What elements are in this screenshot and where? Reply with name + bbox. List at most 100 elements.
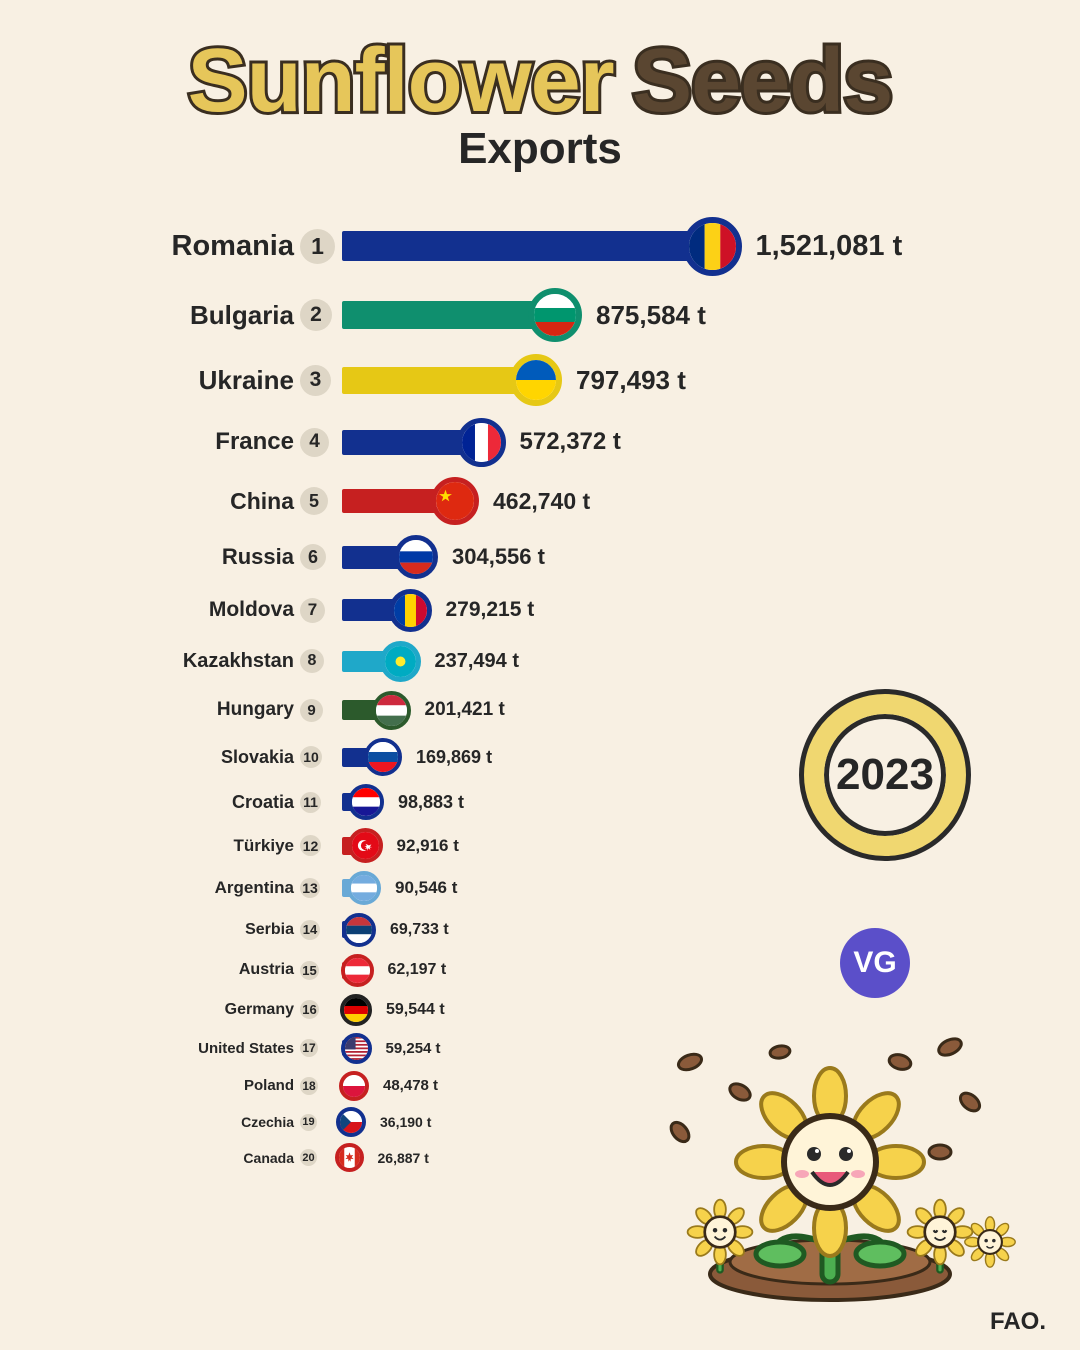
bar xyxy=(342,301,555,329)
flag-icon xyxy=(528,288,582,342)
flag-icon xyxy=(341,1033,372,1064)
value-label: 92,916 t xyxy=(397,836,459,856)
bar xyxy=(342,367,536,394)
rank-badge: 17 xyxy=(300,1039,318,1057)
rank-badge: 16 xyxy=(300,1000,319,1019)
flag-icon xyxy=(342,913,376,947)
flag-icon xyxy=(457,418,506,467)
vg-logo: VG xyxy=(840,928,910,998)
value-label: 26,887 t xyxy=(378,1150,429,1166)
value-label: 90,546 t xyxy=(395,878,457,898)
rank-badge: 1 xyxy=(300,229,335,264)
value-label: 169,869 t xyxy=(416,747,492,768)
flag-icon xyxy=(380,641,421,682)
chart-row: Kazakhstan 8 237,494 t xyxy=(0,636,1080,686)
chart-row: France 4 572,372 t xyxy=(0,412,1080,472)
title-word2: Seeds xyxy=(632,36,892,126)
flag-icon xyxy=(683,217,742,276)
rank-badge: 10 xyxy=(300,746,322,768)
flag-icon xyxy=(510,354,562,406)
value-label: 59,544 t xyxy=(386,1001,445,1019)
rank-badge: 18 xyxy=(300,1077,318,1095)
flag-icon xyxy=(389,589,432,632)
rank-badge: 9 xyxy=(300,699,323,722)
country-label: Kazakhstan xyxy=(183,650,294,673)
rank-badge: 3 xyxy=(300,365,331,396)
rank-badge: 6 xyxy=(300,544,326,570)
country-label: Canada xyxy=(243,1150,294,1166)
source-label: FAO. xyxy=(990,1308,1046,1336)
country-label: Ukraine xyxy=(199,365,294,396)
rank-badge: 14 xyxy=(300,920,320,940)
country-label: Russia xyxy=(222,544,294,570)
value-label: 572,372 t xyxy=(520,428,621,456)
value-label: 304,556 t xyxy=(452,544,545,570)
chart-row: Moldova 7 279,215 t xyxy=(0,584,1080,636)
country-label: Türkiye xyxy=(234,836,294,856)
country-label: Slovakia xyxy=(221,747,294,768)
flag-icon xyxy=(339,1071,369,1101)
flag-icon xyxy=(364,738,402,776)
flag-icon xyxy=(348,784,384,820)
chart-row: China 5 462,740 t xyxy=(0,472,1080,530)
chart-row: Austria 15 62,197 t xyxy=(0,950,1080,990)
rank-badge: 19 xyxy=(300,1114,317,1131)
value-label: 279,215 t xyxy=(446,598,535,622)
value-label: 875,584 t xyxy=(596,300,706,331)
rank-badge: 5 xyxy=(300,487,328,515)
title-word1: Sunflower xyxy=(188,36,614,126)
chart-row: Ukraine 3 797,493 t xyxy=(0,348,1080,412)
value-label: 201,421 t xyxy=(425,699,505,721)
year-value: 2023 xyxy=(836,750,934,800)
country-label: Poland xyxy=(244,1077,294,1094)
rank-badge: 13 xyxy=(300,878,320,898)
year-ring: 2023 xyxy=(800,690,970,860)
flag-icon xyxy=(394,535,438,579)
country-label: Croatia xyxy=(232,792,294,813)
flag-icon xyxy=(335,1143,364,1172)
title: Sunflower Seeds xyxy=(0,0,1080,126)
rank-badge: 7 xyxy=(300,598,325,623)
country-label: Bulgaria xyxy=(190,300,294,331)
chart-row: Bulgaria 2 875,584 t xyxy=(0,282,1080,348)
value-label: 462,740 t xyxy=(493,488,590,515)
country-label: Germany xyxy=(225,1001,294,1019)
country-label: Serbia xyxy=(245,921,294,939)
country-label: Moldova xyxy=(209,598,294,622)
rank-badge: 4 xyxy=(300,428,329,457)
chart-row: Romania 1 1,521,081 t xyxy=(0,210,1080,282)
value-label: 48,478 t xyxy=(383,1077,438,1094)
rank-badge: 12 xyxy=(300,835,321,856)
country-label: China xyxy=(230,488,294,515)
flag-icon xyxy=(348,828,383,863)
flag-icon xyxy=(347,871,381,905)
rank-badge: 20 xyxy=(300,1149,317,1166)
country-label: Austria xyxy=(239,961,294,979)
flag-icon xyxy=(341,954,374,987)
chart-row: Russia 6 304,556 t xyxy=(0,530,1080,584)
flag-icon xyxy=(340,994,372,1026)
flag-icon xyxy=(431,477,479,525)
rank-badge: 8 xyxy=(300,649,324,673)
value-label: 36,190 t xyxy=(380,1114,431,1130)
rank-badge: 15 xyxy=(300,961,319,980)
chart-row: Argentina 13 90,546 t xyxy=(0,867,1080,909)
value-label: 69,733 t xyxy=(390,921,449,939)
rank-badge: 2 xyxy=(300,299,332,331)
country-label: United States xyxy=(198,1040,294,1057)
value-label: 1,521,081 t xyxy=(756,230,903,263)
country-label: Argentina xyxy=(215,878,294,898)
value-label: 59,254 t xyxy=(386,1040,441,1057)
bar xyxy=(342,231,712,261)
value-label: 62,197 t xyxy=(388,961,447,979)
country-label: Romania xyxy=(172,230,294,263)
country-label: France xyxy=(215,428,294,456)
value-label: 797,493 t xyxy=(576,365,686,396)
country-label: Czechia xyxy=(241,1114,294,1130)
flag-icon xyxy=(372,691,411,730)
sunflower-illustration xyxy=(640,1022,1020,1302)
value-label: 98,883 t xyxy=(398,792,464,813)
subtitle: Exports xyxy=(0,124,1080,174)
country-label: Hungary xyxy=(217,699,294,721)
flag-icon xyxy=(336,1107,366,1137)
